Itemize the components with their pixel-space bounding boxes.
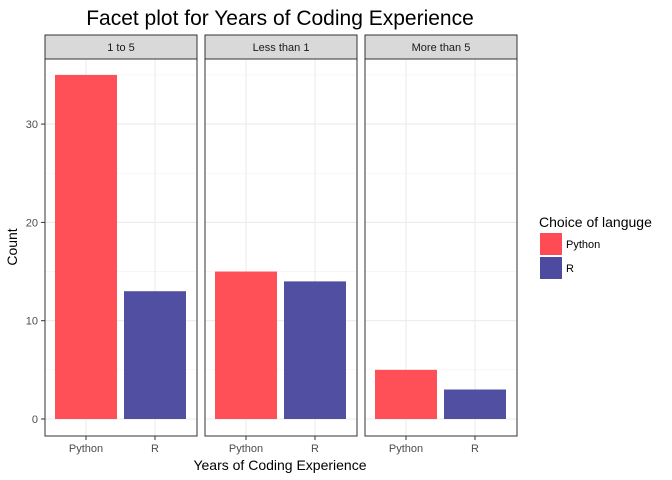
y-axis: 0 10 20 30 [26,119,45,426]
x-tick-label: R [151,443,159,455]
y-tick-label: 20 [26,217,38,229]
panel-border [44,58,198,437]
legend-title: Choice of languge [539,214,652,230]
x-axis-title: Years of Coding Experience [193,457,366,473]
bar-r [284,281,346,419]
facet-panel: 1 to 5 Python R [44,34,198,455]
facet-strip-label: Less than 1 [253,42,310,54]
x-tick-label: Python [69,443,103,455]
x-tick-label: R [311,443,319,455]
legend-key-python [540,233,562,255]
chart-title: Facet plot for Years of Coding Experienc… [86,7,474,30]
bar-r [444,389,506,419]
facet-panel: More than 5 Python R [364,34,518,455]
x-tick-label: Python [389,443,423,455]
legend: Choice of languge Python R [539,214,652,279]
facet-strip [44,34,198,60]
x-tick-label: Python [229,443,263,455]
y-tick-label: 30 [26,119,38,131]
panel-border [364,58,518,437]
bar-r [124,291,186,419]
legend-key-r [540,257,562,279]
facet-strip [364,34,518,60]
panel-border [204,58,358,437]
legend-label: Python [566,239,600,251]
legend-label: R [566,263,574,275]
facet-strip-label: More than 5 [412,42,471,54]
y-axis-title: Count [4,228,20,265]
bar-python [55,74,117,419]
y-tick-label: 10 [26,316,38,328]
x-tick-label: R [471,443,479,455]
facet-strip-label: 1 to 5 [107,42,135,54]
facet-panel: Less than 1 Python R [204,34,358,455]
bar-python [215,271,277,419]
bar-python [375,369,437,419]
y-tick-label: 0 [32,414,38,426]
